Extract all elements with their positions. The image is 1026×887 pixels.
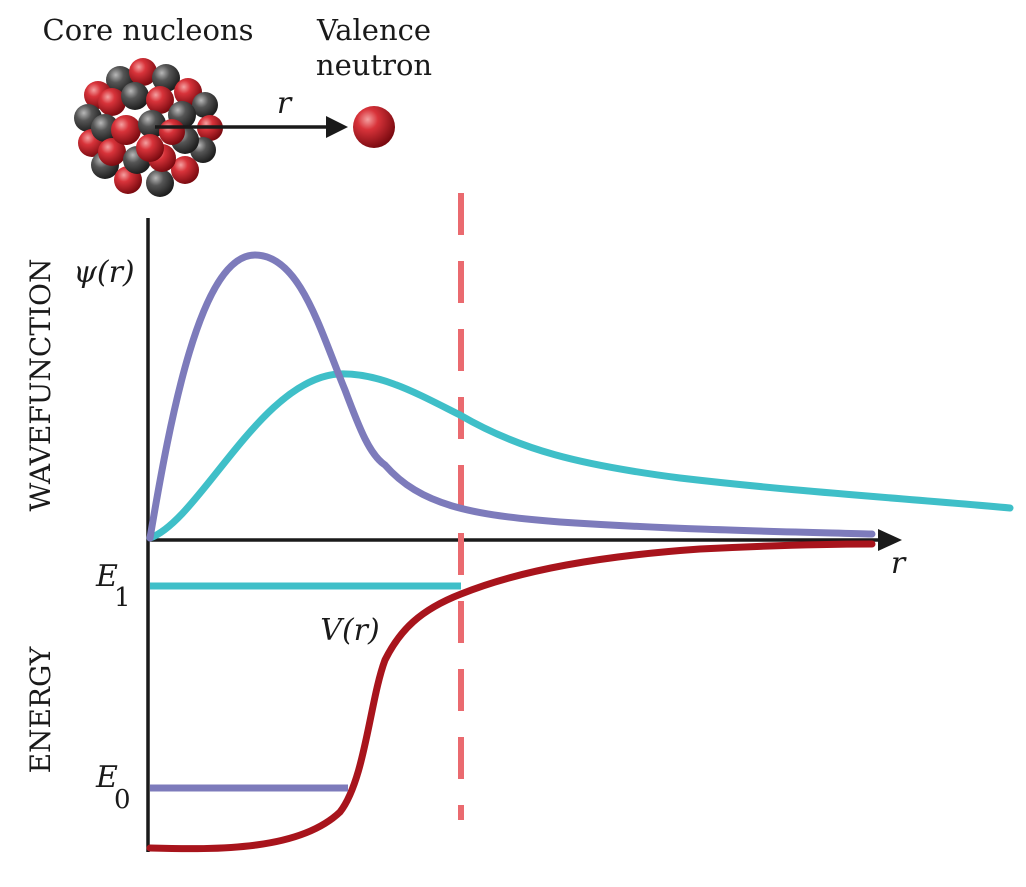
core-nucleons-label: Core nucleons: [43, 13, 254, 47]
separation-r-label: r: [277, 86, 293, 121]
excited-state-wavefunction: [146, 370, 1014, 542]
arrow-right-icon: [326, 116, 348, 138]
e0-label: E 0: [95, 760, 131, 815]
potential-label: V(r): [320, 613, 379, 648]
nucleus-cluster-icon: [74, 58, 223, 197]
e1-letter: E: [95, 559, 118, 594]
valence-label-line2: neutron: [316, 48, 432, 82]
potential-curve: [146, 540, 876, 853]
e0-subscript: 0: [114, 785, 131, 815]
energy-axis-title: ENERGY: [24, 646, 57, 773]
wavefunction-axis-title: WAVEFUNCTION: [24, 258, 57, 511]
e0-letter: E: [95, 760, 118, 795]
axis-arrow-icon: [878, 529, 902, 551]
psi-label: ψ(r): [73, 255, 134, 290]
e1-subscript: 1: [114, 583, 131, 613]
neutron-sphere-icon: [353, 106, 395, 148]
valence-label-line1: Valence: [316, 13, 431, 47]
ground-state-wavefunction: [146, 251, 876, 542]
x-axis-r-label: r: [891, 546, 907, 581]
e1-label: E 1: [95, 559, 131, 613]
